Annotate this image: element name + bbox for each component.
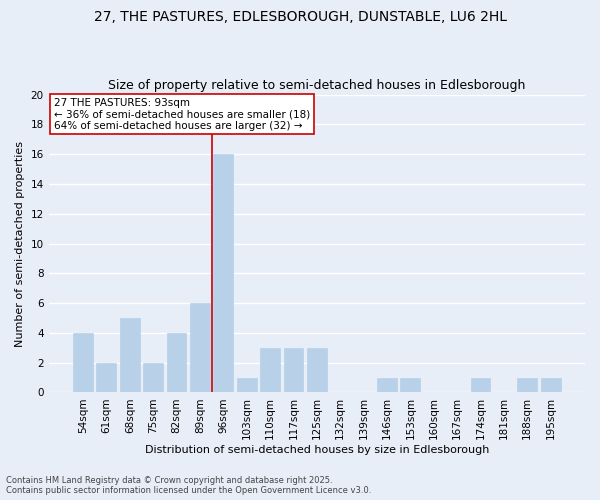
Bar bbox=[400, 378, 421, 392]
Bar bbox=[143, 362, 163, 392]
Bar bbox=[260, 348, 280, 393]
Bar bbox=[541, 378, 560, 392]
Text: Contains HM Land Registry data © Crown copyright and database right 2025.
Contai: Contains HM Land Registry data © Crown c… bbox=[6, 476, 371, 495]
X-axis label: Distribution of semi-detached houses by size in Edlesborough: Distribution of semi-detached houses by … bbox=[145, 445, 489, 455]
Y-axis label: Number of semi-detached properties: Number of semi-detached properties bbox=[15, 140, 25, 346]
Bar bbox=[167, 333, 187, 392]
Bar bbox=[190, 303, 210, 392]
Bar bbox=[214, 154, 233, 392]
Bar bbox=[517, 378, 537, 392]
Bar bbox=[73, 333, 93, 392]
Bar bbox=[470, 378, 490, 392]
Bar bbox=[307, 348, 327, 393]
Bar bbox=[377, 378, 397, 392]
Bar bbox=[284, 348, 304, 393]
Bar bbox=[97, 362, 116, 392]
Title: Size of property relative to semi-detached houses in Edlesborough: Size of property relative to semi-detach… bbox=[108, 79, 526, 92]
Bar bbox=[237, 378, 257, 392]
Text: 27, THE PASTURES, EDLESBOROUGH, DUNSTABLE, LU6 2HL: 27, THE PASTURES, EDLESBOROUGH, DUNSTABL… bbox=[94, 10, 506, 24]
Bar bbox=[120, 318, 140, 392]
Text: 27 THE PASTURES: 93sqm
← 36% of semi-detached houses are smaller (18)
64% of sem: 27 THE PASTURES: 93sqm ← 36% of semi-det… bbox=[54, 98, 310, 130]
